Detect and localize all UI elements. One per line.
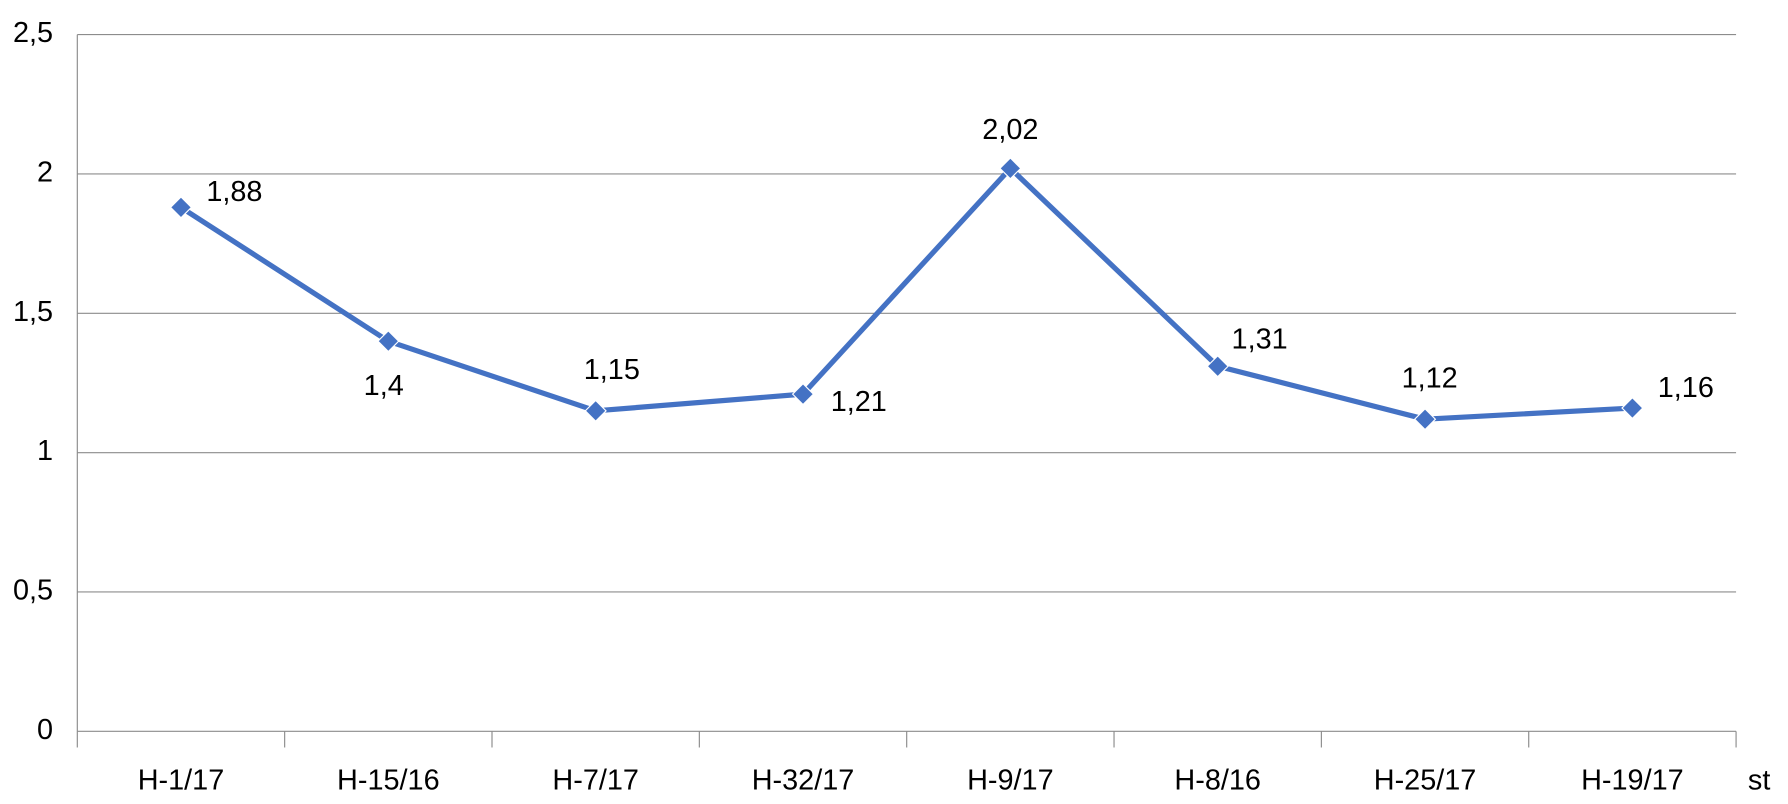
marker <box>791 382 815 406</box>
marker <box>584 399 607 423</box>
data-label: 1,16 <box>1658 372 1714 404</box>
x-tick-label: H-25/17 <box>1374 765 1477 797</box>
marker <box>377 329 400 353</box>
data-label: 2,02 <box>982 114 1038 146</box>
y-tick-label: 0,5 <box>13 575 53 607</box>
y-tick-label: 1,5 <box>13 296 53 328</box>
data-label: 1,12 <box>1402 363 1458 395</box>
x-axis-label: st <box>1748 765 1770 797</box>
x-tick-label: H-9/17 <box>967 765 1054 797</box>
y-tick-label: 2 <box>37 157 53 189</box>
data-label: 1,31 <box>1232 323 1288 355</box>
x-tick-label: H-15/16 <box>337 765 440 797</box>
y-tick-label: 2,5 <box>13 17 53 49</box>
data-label: 1,88 <box>206 176 262 208</box>
x-tick-label: H-8/16 <box>1174 765 1261 797</box>
y-tick-label: 1 <box>37 435 53 467</box>
data-label: 1,4 <box>364 370 404 402</box>
data-label: 1,21 <box>831 386 887 418</box>
marker <box>1413 407 1437 431</box>
x-tick-label: H-7/17 <box>552 765 639 797</box>
x-tick-label: H-19/17 <box>1581 765 1684 797</box>
x-tick-label: H-1/17 <box>138 765 225 797</box>
data-label: 1,15 <box>584 354 640 386</box>
marker <box>1621 396 1644 420</box>
y-tick-label: 0 <box>37 714 53 746</box>
x-tick-label: H-32/17 <box>752 765 855 797</box>
marker <box>999 157 1022 180</box>
line <box>179 165 1633 422</box>
marker <box>169 196 193 219</box>
marker <box>1206 355 1229 378</box>
